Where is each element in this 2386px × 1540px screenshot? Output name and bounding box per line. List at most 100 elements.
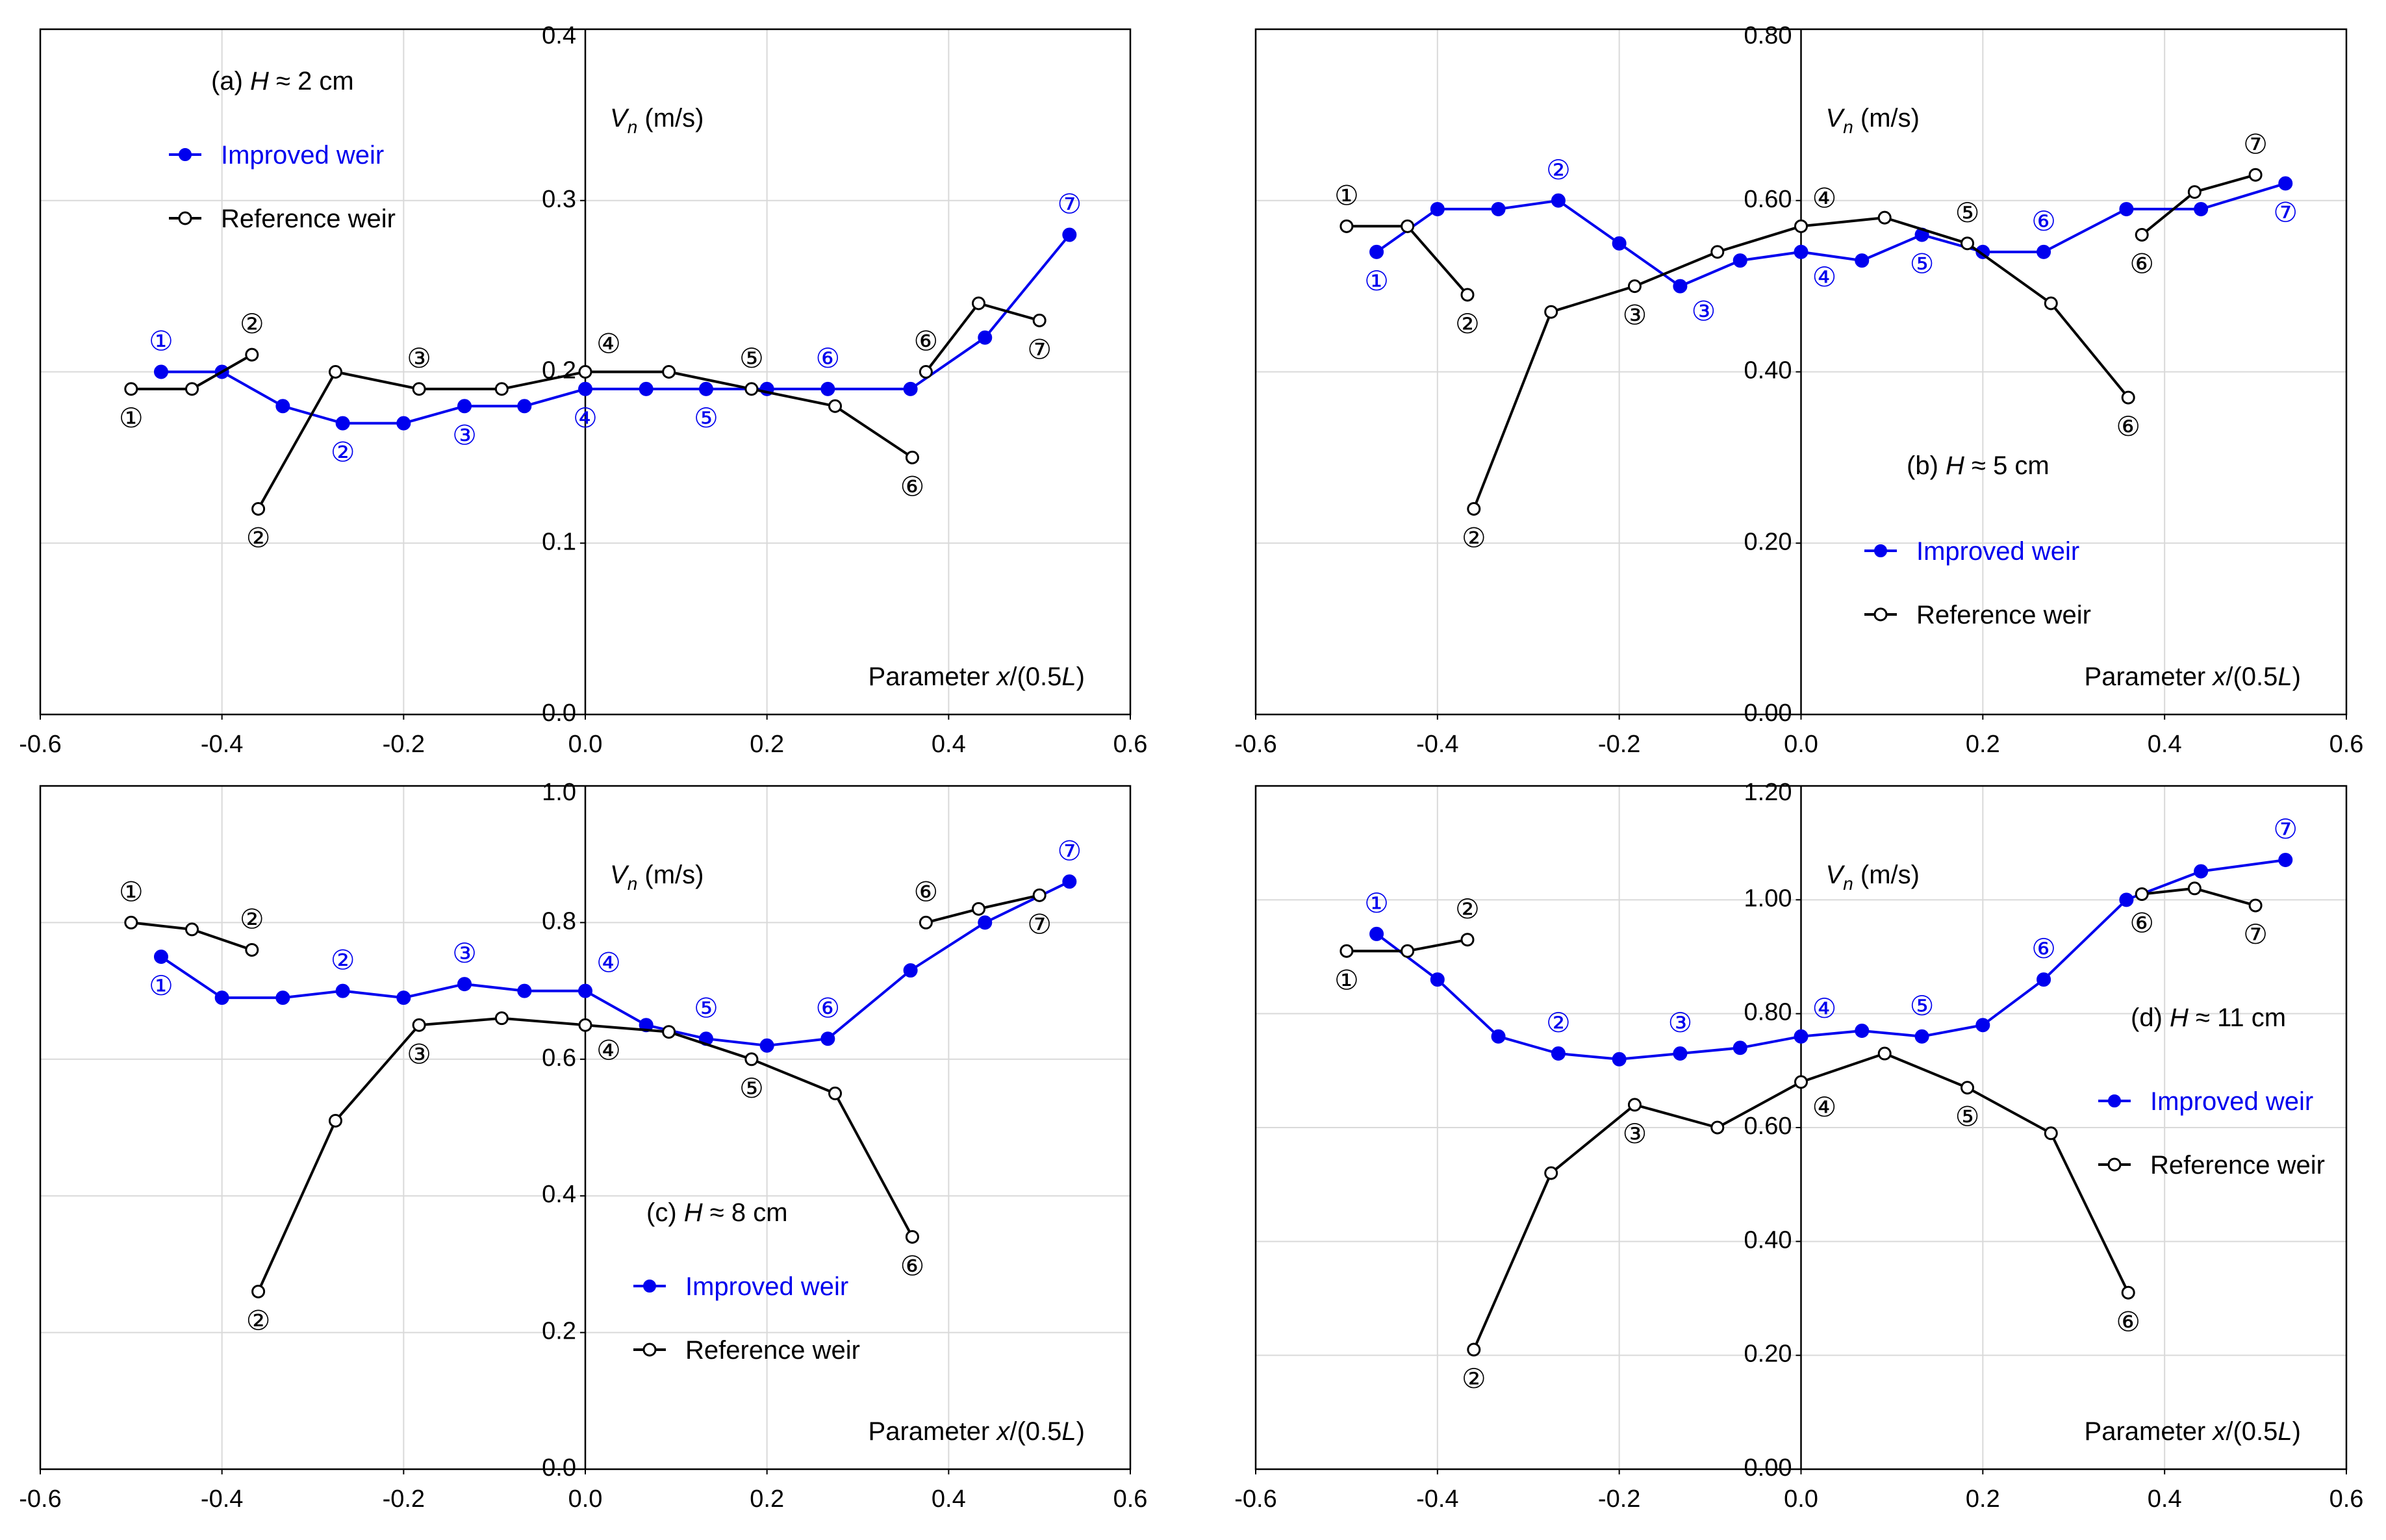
point-annotation: ⑤ xyxy=(1955,1102,1980,1132)
point-annotation: ④ xyxy=(1812,993,1837,1024)
data-point xyxy=(1612,1052,1627,1067)
point-annotation: ⑥ xyxy=(816,343,841,373)
legend: Improved weir Reference weir xyxy=(169,141,396,233)
data-point xyxy=(251,1284,266,1298)
y-axis-title-unit: (m/s) xyxy=(637,861,704,889)
point-annotation: ⑦ xyxy=(2273,197,2298,227)
data-point xyxy=(328,1113,342,1128)
data-point xyxy=(1369,926,1384,941)
point-annotation: ⑦ xyxy=(1027,909,1052,939)
data-point xyxy=(971,902,985,916)
series-improved: ① ② ③ ④ ⑤ ⑥ ⑦ xyxy=(149,835,1082,1053)
x-axis-title-part: L xyxy=(2278,663,2292,691)
x-tick-label: 0.0 xyxy=(568,731,603,758)
data-point xyxy=(275,991,290,1005)
data-point xyxy=(1551,1046,1566,1061)
data-point xyxy=(828,399,843,413)
data-point xyxy=(1062,874,1077,889)
data-point xyxy=(1339,219,1354,233)
data-point xyxy=(2194,864,2209,879)
data-point xyxy=(1710,245,1725,259)
data-point xyxy=(124,915,138,929)
point-annotation: ⑦ xyxy=(1057,835,1082,866)
data-point xyxy=(335,983,350,998)
point-annotation: ① xyxy=(1364,266,1389,296)
y-axis-title: Vn (m/s) xyxy=(1826,104,1920,137)
x-tick-label: 0.2 xyxy=(750,1485,784,1513)
legend-label-improved: Improved weir xyxy=(1916,537,2079,566)
panel-title-part: ≈ 8 cm xyxy=(703,1198,788,1227)
point-annotation: ④ xyxy=(573,403,598,433)
data-point xyxy=(2044,1126,2058,1141)
chart-panel-a: 0.00.10.20.30.4-0.6 -0.4 -0.2 0.0 0.2 0.4 0.6V… xyxy=(19,22,1147,758)
panel-title-part: ≈ 5 cm xyxy=(1964,451,2050,480)
data-point xyxy=(1794,244,1809,259)
legend-marker-reference xyxy=(178,211,192,225)
data-point xyxy=(2119,892,2134,907)
x-tick-label: -0.4 xyxy=(201,1485,243,1513)
x-axis-title-part: x xyxy=(995,1417,1011,1446)
data-point xyxy=(1673,1046,1688,1061)
data-point xyxy=(978,915,993,930)
point-annotation: ③ xyxy=(1623,1118,1647,1149)
legend: Improved weir Reference weir xyxy=(2098,1087,2325,1180)
y-tick-label: 0.8 xyxy=(542,907,576,935)
series-reference: ① ② ② ③ ④ ⑤ ⑥ ⑥ ⑦ xyxy=(1334,881,2268,1394)
point-annotation: ⑥ xyxy=(914,876,939,907)
data-point xyxy=(396,991,411,1005)
data-point xyxy=(245,347,259,362)
data-point xyxy=(335,416,350,431)
data-point xyxy=(1732,1041,1747,1055)
point-annotation: ② xyxy=(1462,1363,1486,1394)
data-point xyxy=(1551,193,1566,208)
data-point xyxy=(1460,288,1475,302)
y-tick-label: 0.40 xyxy=(1744,357,1792,385)
data-point xyxy=(1732,253,1747,268)
data-point xyxy=(2187,881,2202,896)
point-annotation: ③ xyxy=(407,343,431,373)
data-point xyxy=(1975,1018,1990,1033)
point-annotation: ② xyxy=(1546,1007,1571,1038)
point-annotation: ② xyxy=(246,523,271,553)
x-axis-title-part: Parameter xyxy=(2085,663,2213,691)
x-axis-title-part: Parameter xyxy=(869,663,997,691)
x-tick-label: -0.2 xyxy=(383,731,425,758)
panel-title: (d) H ≈ 11 cm xyxy=(2131,1004,2286,1032)
point-annotation: ① xyxy=(1334,965,1359,995)
point-annotation: ② xyxy=(1546,155,1571,185)
point-annotation: ⑥ xyxy=(2129,249,2154,279)
y-axis-title-var: V xyxy=(1826,104,1846,133)
data-point xyxy=(1062,227,1077,242)
y-tick-label: 0.80 xyxy=(1744,999,1792,1026)
point-annotation: ④ xyxy=(596,948,621,978)
y-axis-title-sub: n xyxy=(628,874,638,894)
data-point xyxy=(412,382,426,396)
y-axis-title-var: V xyxy=(610,861,629,889)
x-tick-label: 0.6 xyxy=(1113,731,1148,758)
point-annotation: ⑥ xyxy=(2116,1306,2140,1337)
panel-title-part: (c) xyxy=(646,1198,684,1227)
data-point xyxy=(1673,279,1688,294)
legend-label-improved: Improved weir xyxy=(685,1272,848,1301)
y-tick-label: 1.20 xyxy=(1744,779,1792,806)
series-reference: ① ② ② ③ ④ ⑤ ⑥ ⑥ ⑦ xyxy=(119,876,1052,1335)
point-annotation: ② xyxy=(1455,309,1480,339)
data-point xyxy=(1430,972,1445,987)
data-point xyxy=(1467,502,1481,516)
data-point xyxy=(1401,944,1415,958)
data-point xyxy=(820,381,835,396)
data-point xyxy=(153,364,168,379)
legend-marker-improved xyxy=(1874,544,1887,557)
panel-title: (a) H ≈ 2 cm xyxy=(211,67,354,95)
x-tick-label: 0.4 xyxy=(2148,1485,2182,1513)
point-annotation: ② xyxy=(240,904,264,935)
x-axis-title-part: /(0.5 xyxy=(2226,1417,2278,1446)
data-point xyxy=(2119,201,2134,216)
chart-panel-d: 0.00 0.20 0.40 0.60 0.80 1.00 1.20 -0.6 -0.4 -0.2… xyxy=(1234,779,2363,1513)
point-annotation: ⑤ xyxy=(739,343,764,373)
y-tick-label: 1.0 xyxy=(542,779,576,806)
data-point xyxy=(639,1018,654,1033)
data-point xyxy=(2121,1285,2135,1300)
point-annotation: ③ xyxy=(1623,300,1647,331)
x-axis-title-part: Parameter xyxy=(2085,1417,2213,1446)
